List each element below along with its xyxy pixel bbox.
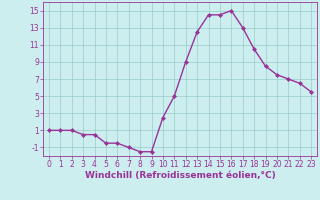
X-axis label: Windchill (Refroidissement éolien,°C): Windchill (Refroidissement éolien,°C) [84,171,276,180]
